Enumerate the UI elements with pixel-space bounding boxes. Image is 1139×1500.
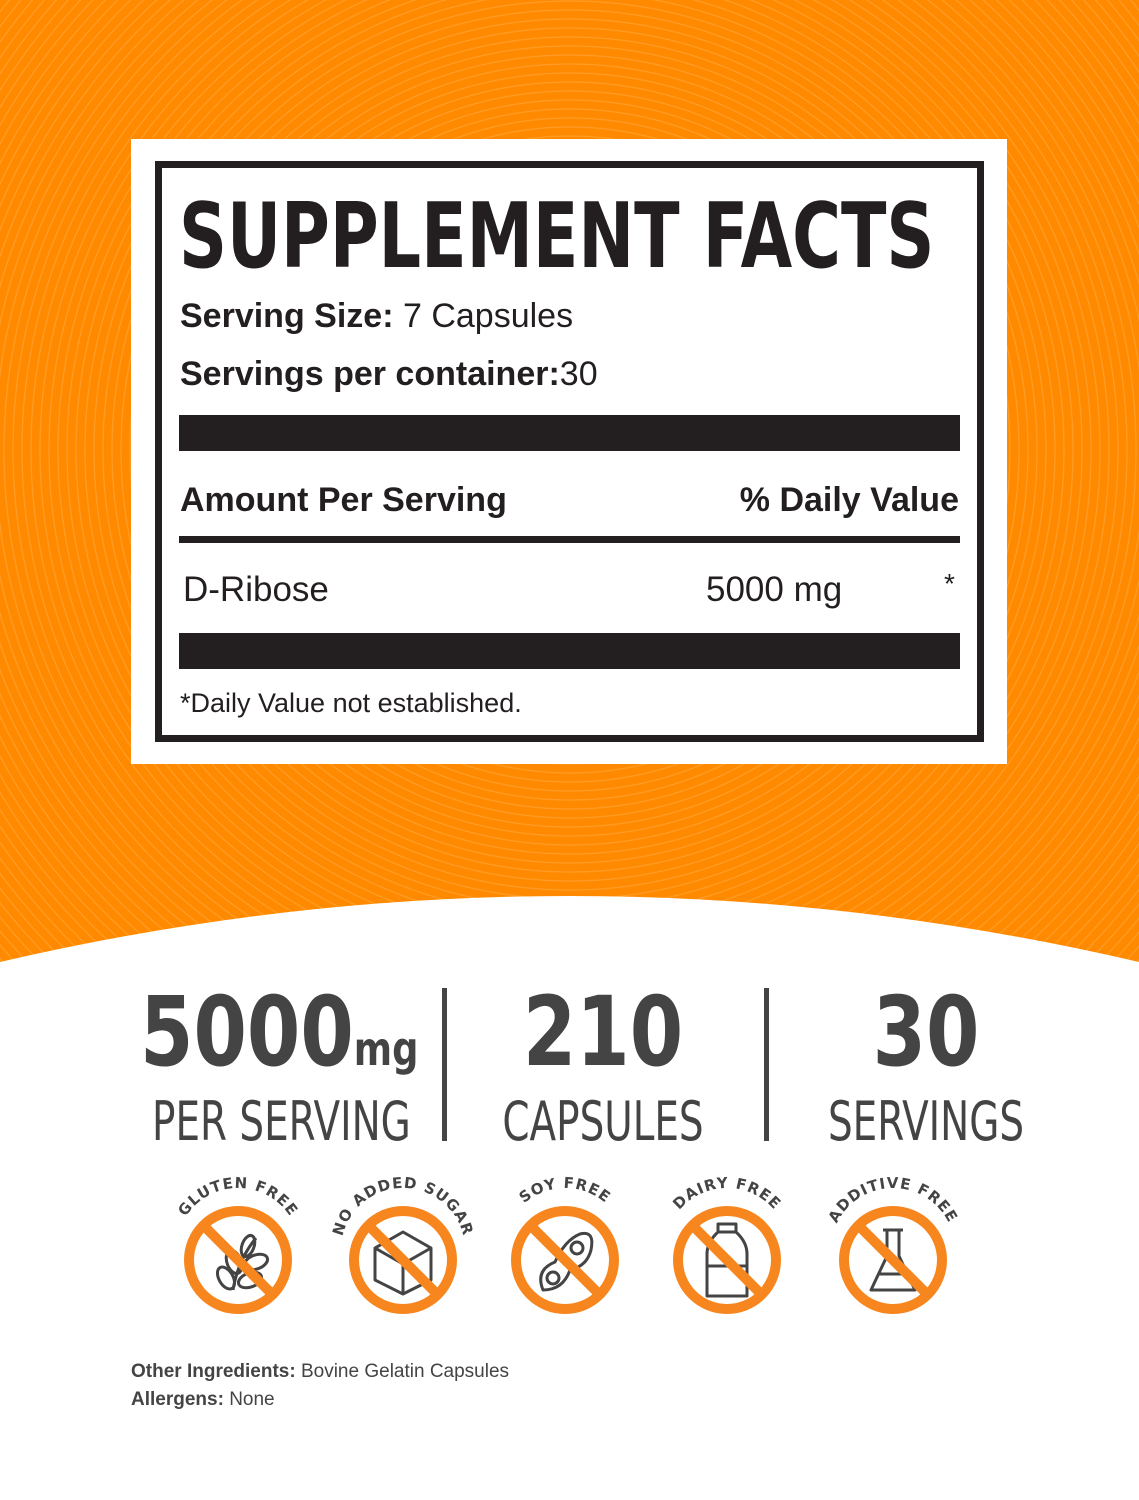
stat-number: 210 bbox=[522, 976, 684, 1088]
stat-label: SERVINGS bbox=[827, 1090, 1025, 1153]
prohibited-slash bbox=[689, 1222, 765, 1298]
stat-per-serving-number: 5000mg bbox=[110, 976, 419, 1088]
facts-title: SUPPLEMENT FACTS bbox=[179, 184, 935, 289]
prohibited-slash bbox=[855, 1222, 931, 1298]
badge-label: ADDITIVE FREE bbox=[825, 1175, 962, 1226]
stat-number: 5000mg bbox=[140, 976, 419, 1088]
prohibited-circle-icon bbox=[673, 1206, 781, 1314]
prohibited-circle-icon bbox=[839, 1206, 947, 1314]
prohibited-circle-icon bbox=[184, 1206, 292, 1314]
prohibited-circle-icon bbox=[511, 1206, 619, 1314]
servings-per-container: Servings per container:30 bbox=[180, 355, 598, 394]
servings-label: Servings per container: bbox=[180, 355, 560, 393]
badge-additive-free: ADDITIVE FREE bbox=[818, 1174, 968, 1325]
ingredient-amount: 5000 mg bbox=[706, 570, 843, 609]
stat-servings-label: SERVINGS bbox=[776, 1090, 1076, 1153]
dv-header: % Daily Value bbox=[739, 481, 959, 519]
soybean-icon bbox=[539, 1231, 594, 1292]
prohibited-slash bbox=[200, 1222, 276, 1298]
badge-gluten-free: GLUTEN FREE bbox=[163, 1174, 313, 1325]
prohibited-slash bbox=[527, 1222, 603, 1298]
white-curve bbox=[0, 896, 1139, 1000]
badge-no-added-sugar: NO ADDED SUGAR bbox=[328, 1174, 478, 1325]
stat-capsules-number: 210 bbox=[453, 976, 753, 1088]
ingredient-dv: * bbox=[944, 568, 955, 599]
stat-divider bbox=[764, 988, 769, 1141]
thick-divider bbox=[179, 415, 960, 451]
prohibited-circle-icon bbox=[349, 1206, 457, 1314]
stat-divider bbox=[442, 988, 447, 1141]
serving-size: Serving Size: 7 Capsules bbox=[180, 297, 573, 336]
badge-label: SOY FREE bbox=[516, 1175, 615, 1207]
other-ingredients-label: Other Ingredients: bbox=[131, 1361, 296, 1382]
facts-frame: SUPPLEMENT FACTS Serving Size: 7 Capsule… bbox=[155, 161, 984, 742]
other-ingredients: Other Ingredients: Bovine Gelatin Capsul… bbox=[131, 1361, 509, 1383]
servings-value: 30 bbox=[559, 355, 598, 393]
thin-divider bbox=[179, 536, 960, 543]
stat-label: PER SERVING bbox=[152, 1090, 411, 1153]
stat-label: CAPSULES bbox=[502, 1090, 704, 1153]
allergens: Allergens: None bbox=[131, 1389, 275, 1411]
amount-header: Amount Per Serving bbox=[180, 481, 507, 519]
thick-divider-bottom bbox=[179, 633, 960, 669]
stat-per-serving-label: PER SERVING bbox=[110, 1090, 411, 1153]
badge-soy-free: SOY FREE bbox=[490, 1174, 640, 1325]
badge-dairy-free: DAIRY FREE bbox=[652, 1174, 802, 1325]
serving-size-value: 7 Capsules bbox=[402, 297, 574, 335]
stat-number: 30 bbox=[872, 976, 980, 1088]
other-ingredients-value: Bovine Gelatin Capsules bbox=[300, 1361, 510, 1382]
stat-capsules-label: CAPSULES bbox=[453, 1090, 753, 1153]
ingredient-name: D-Ribose bbox=[183, 570, 329, 609]
supplement-facts-panel: SUPPLEMENT FACTS Serving Size: 7 Capsule… bbox=[131, 139, 1007, 764]
stat-servings-number: 30 bbox=[776, 976, 1076, 1088]
allergens-value: None bbox=[229, 1389, 275, 1410]
prohibited-slash bbox=[365, 1222, 441, 1298]
footnote: *Daily Value not established. bbox=[180, 688, 522, 718]
allergens-label: Allergens: bbox=[131, 1389, 224, 1410]
serving-size-label: Serving Size: bbox=[180, 297, 394, 335]
